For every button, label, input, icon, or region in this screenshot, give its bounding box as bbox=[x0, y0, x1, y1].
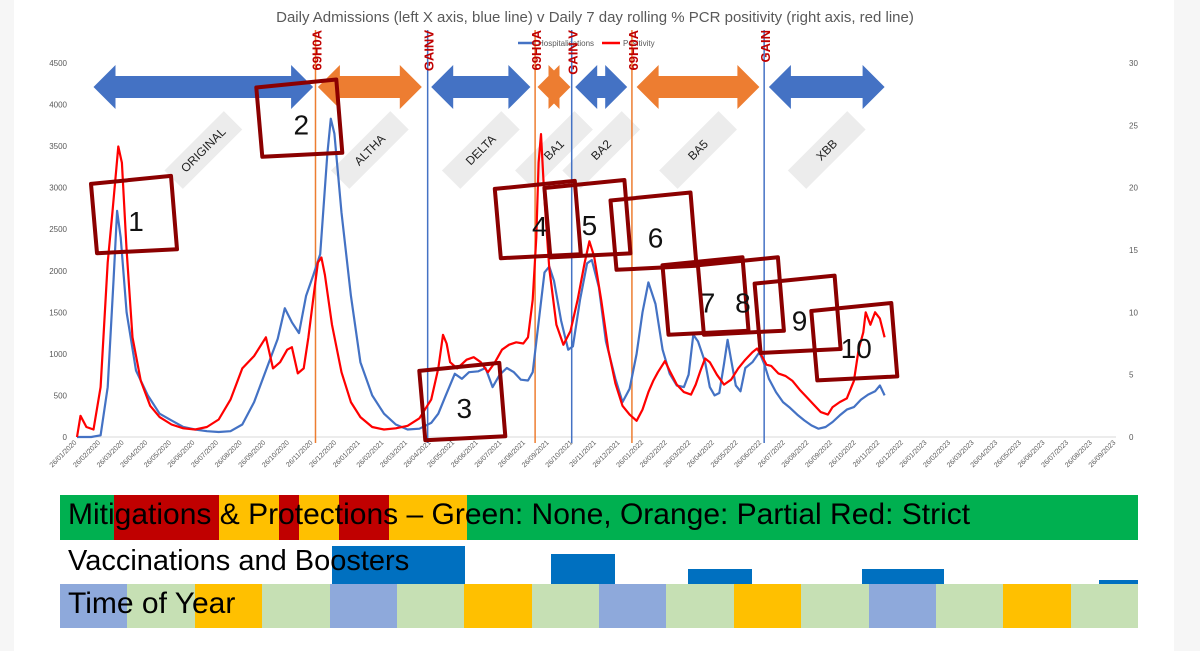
mitigations-band bbox=[60, 495, 1138, 540]
variant-arrow bbox=[768, 65, 885, 109]
annotation-number: 1 bbox=[128, 206, 144, 237]
season-segment bbox=[1070, 584, 1138, 628]
annotation-number: 4 bbox=[532, 211, 548, 242]
season-segment bbox=[464, 584, 532, 628]
mitigation-segment bbox=[467, 495, 1138, 540]
variant-change-label: GAIN bbox=[758, 30, 773, 63]
y-left-tick-label: 4000 bbox=[49, 101, 67, 110]
annotation-number: 3 bbox=[456, 393, 472, 424]
y-right-tick-label: 5 bbox=[1129, 371, 1134, 380]
annotation-number: 10 bbox=[841, 333, 872, 364]
y-right-tick-label: 15 bbox=[1129, 246, 1138, 255]
variant-arrows: ORIGINAL ALTHA DELTA BA1 BA2 BA5 XBB bbox=[93, 65, 885, 189]
season-segment bbox=[329, 584, 397, 628]
season-segment bbox=[127, 584, 195, 628]
season-segment bbox=[935, 584, 1004, 628]
vaccination-bar bbox=[551, 553, 615, 584]
mitigation-segment bbox=[60, 495, 114, 540]
mitigation-segment bbox=[219, 495, 279, 540]
variant-label-box bbox=[659, 111, 737, 189]
annotation-number: 8 bbox=[735, 287, 751, 318]
season-segment bbox=[194, 584, 263, 628]
series-lines bbox=[75, 117, 886, 439]
y-right-tick-label: 10 bbox=[1129, 308, 1138, 317]
annotation-box bbox=[89, 173, 179, 256]
y-left-tick-label: 4500 bbox=[49, 59, 67, 68]
variant-lines: 69H0A GAINV 69H0A GAIN V 69H0A GAIN bbox=[309, 29, 773, 443]
variant-change-label: 69H0A bbox=[309, 29, 324, 70]
season-segment bbox=[733, 584, 802, 628]
annotation-number: 2 bbox=[294, 109, 310, 140]
y-left-tick-label: 3000 bbox=[49, 184, 67, 193]
variant-label-box bbox=[562, 111, 641, 189]
vaccinations-band bbox=[0, 546, 1200, 584]
y-left-tick-label: 2500 bbox=[49, 225, 67, 234]
annotation-number: 9 bbox=[792, 306, 808, 337]
annotation-box bbox=[695, 255, 786, 337]
mitigations-label: Mitigations & Protections – Green: None,… bbox=[68, 498, 971, 531]
vaccination-bar bbox=[862, 568, 944, 584]
legend-positivity: Positivity bbox=[623, 39, 655, 48]
season-segment bbox=[801, 584, 869, 628]
mitigation-segment bbox=[389, 495, 467, 540]
annotation-box bbox=[254, 77, 345, 159]
legend-hospitalisations: Hospitalisations bbox=[538, 39, 594, 48]
mitigation-segment bbox=[114, 495, 219, 540]
season-segment bbox=[599, 584, 667, 628]
season-segment bbox=[60, 584, 128, 628]
annotation-number: 6 bbox=[648, 223, 664, 254]
mitigation-segment bbox=[339, 495, 389, 540]
variant-arrow bbox=[636, 65, 760, 109]
series-positivity bbox=[75, 133, 886, 438]
slide-page bbox=[14, 0, 1174, 651]
y-left-tick-label: 1500 bbox=[49, 308, 67, 317]
variant-arrow bbox=[431, 65, 531, 109]
season-segment bbox=[531, 584, 599, 628]
season-segment bbox=[262, 584, 330, 628]
y-right-tick-label: 30 bbox=[1129, 59, 1138, 68]
vaccinations-label: Vaccinations and Boosters bbox=[68, 545, 410, 577]
vaccination-bar bbox=[688, 568, 752, 584]
season-segment bbox=[396, 584, 465, 628]
y-right-tick-label: 20 bbox=[1129, 184, 1138, 193]
variant-label-box bbox=[330, 111, 409, 189]
y-left-tick-label: 1000 bbox=[49, 350, 67, 359]
annotation-box bbox=[752, 273, 843, 355]
annotation-number: 5 bbox=[582, 210, 598, 241]
variant-change-label: 69H0A bbox=[626, 29, 641, 70]
variant-arrow bbox=[537, 65, 571, 109]
annotation-box bbox=[542, 178, 633, 260]
series-hospitalisations bbox=[77, 117, 886, 439]
annotation-box bbox=[809, 301, 900, 383]
chart-title: Daily Admissions (left X axis, blue line… bbox=[276, 9, 914, 26]
variant-label-box bbox=[441, 111, 520, 189]
y-left-tick-label: 3500 bbox=[49, 142, 67, 151]
variant-change-label: GAIN V bbox=[566, 30, 581, 75]
variant-arrow bbox=[317, 65, 422, 109]
vaccination-bar bbox=[332, 546, 465, 584]
y-left-tick-label: 2000 bbox=[49, 267, 67, 276]
variant-change-label: 69H0A bbox=[529, 29, 544, 70]
annotation-box bbox=[417, 360, 508, 443]
variant-label-box bbox=[787, 111, 866, 189]
season-segment bbox=[666, 584, 734, 628]
y-right-tick-label: 25 bbox=[1129, 121, 1138, 130]
variant-arrow bbox=[575, 65, 628, 109]
y-right-tick-label: 0 bbox=[1129, 433, 1134, 442]
legend: Hospitalisations Positivity bbox=[518, 39, 655, 48]
variant-label-box bbox=[164, 111, 243, 189]
variant-change-label: GAINV bbox=[422, 30, 437, 72]
season-segment bbox=[1003, 584, 1071, 628]
time-of-year-band bbox=[60, 584, 1138, 628]
season-segment bbox=[868, 584, 936, 628]
mitigation-segment bbox=[299, 495, 339, 540]
vaccination-bar bbox=[1099, 580, 1138, 584]
y-left-tick-label: 500 bbox=[54, 391, 68, 400]
time-of-year-label: Time of Year bbox=[68, 587, 236, 620]
mitigation-segment bbox=[279, 495, 299, 540]
y-left-tick-label: 0 bbox=[63, 433, 68, 442]
